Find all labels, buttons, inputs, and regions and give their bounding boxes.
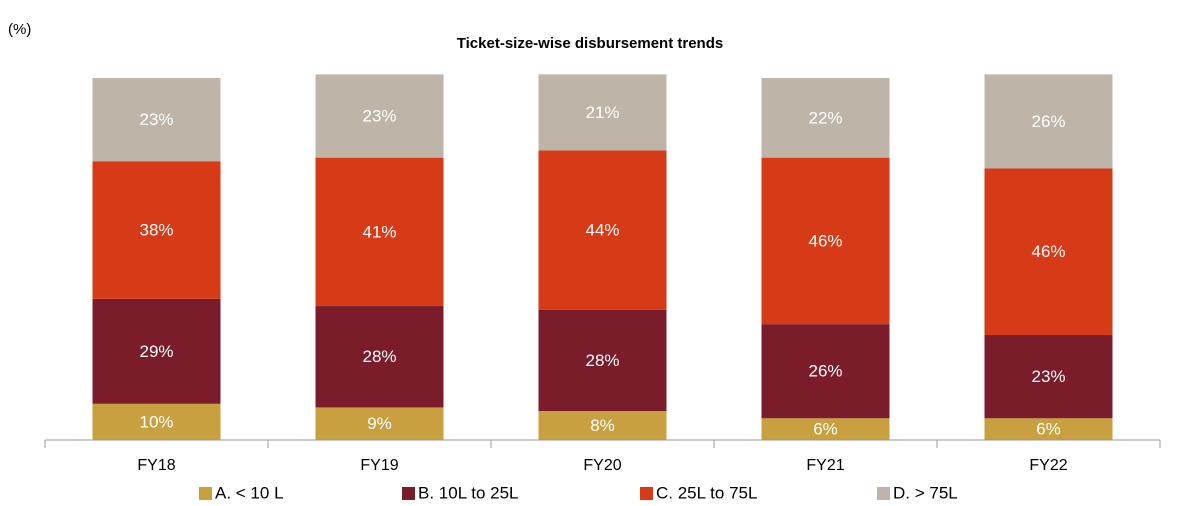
bar-segment	[761, 324, 890, 419]
legend-label: D. > 75L	[893, 483, 958, 502]
data-label: 9%	[367, 414, 392, 433]
data-label: 41%	[362, 222, 396, 241]
data-label: 29%	[139, 342, 173, 361]
bar-segment	[538, 411, 667, 440]
legend-swatch	[199, 487, 212, 500]
bar-segment	[315, 407, 444, 440]
legend-swatch	[877, 487, 890, 500]
data-label: 22%	[808, 108, 842, 127]
data-label: 28%	[585, 351, 619, 370]
data-label: 46%	[808, 231, 842, 250]
legend-label: C. 25L to 75L	[656, 483, 757, 502]
x-tick-label: FY21	[806, 457, 844, 474]
data-label: 38%	[139, 221, 173, 240]
bar-segment	[761, 157, 890, 325]
bar-segment	[984, 74, 1113, 169]
bar-segment	[92, 403, 221, 440]
bar-segment	[92, 298, 221, 404]
bar-segment	[92, 161, 221, 299]
data-label: 8%	[590, 416, 615, 435]
legend-label: B. 10L to 25L	[418, 483, 519, 502]
bar-segment	[315, 306, 444, 408]
chart-title: Ticket-size-wise disbursement trends	[457, 35, 723, 52]
legend-label: A. < 10 L	[215, 483, 284, 502]
data-label: 26%	[808, 362, 842, 381]
bar-segment	[761, 78, 890, 158]
data-label: 6%	[813, 420, 838, 439]
bar-segment	[984, 335, 1113, 419]
data-label: 28%	[362, 347, 396, 366]
data-label: 21%	[585, 103, 619, 122]
bar-segment	[984, 168, 1113, 336]
bar-segment	[538, 309, 667, 412]
legend-swatch	[640, 487, 653, 500]
x-tick-label: FY22	[1029, 457, 1067, 474]
y-axis-unit: (%)	[8, 21, 31, 38]
bar-segment	[315, 74, 444, 158]
data-label: 6%	[1036, 420, 1061, 439]
data-label: 10%	[139, 412, 173, 431]
legend-swatch	[402, 487, 415, 500]
bar-segment	[984, 418, 1113, 440]
data-label: 26%	[1031, 112, 1065, 131]
bar-segment	[761, 418, 890, 440]
data-label: 23%	[1031, 367, 1065, 386]
data-label: 23%	[139, 110, 173, 129]
bar-segment	[538, 74, 667, 151]
data-label: 44%	[585, 221, 619, 240]
bar-segment	[538, 150, 667, 310]
bar-segment	[92, 78, 221, 162]
x-tick-label: FY19	[360, 457, 398, 474]
data-label: 23%	[362, 106, 396, 125]
data-label: 46%	[1031, 242, 1065, 261]
x-tick-label: FY20	[583, 457, 621, 474]
x-tick-label: FY18	[137, 457, 175, 474]
bar-segment	[315, 157, 444, 307]
